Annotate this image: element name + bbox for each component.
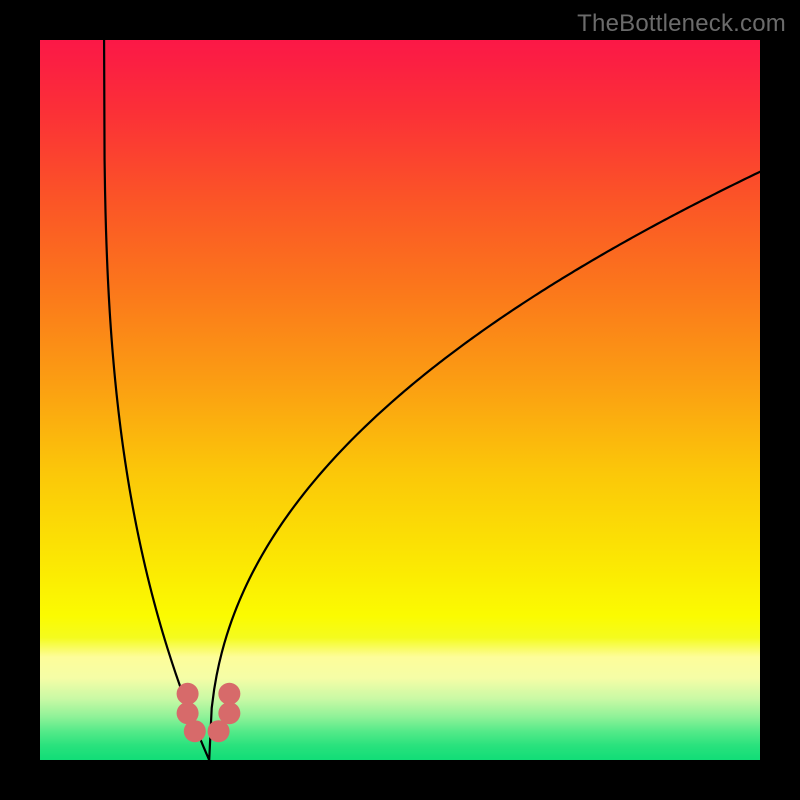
chart-root: TheBottleneck.com — [0, 0, 800, 800]
data-point — [218, 702, 240, 724]
watermark-text: TheBottleneck.com — [577, 10, 786, 38]
data-point — [177, 683, 199, 705]
data-point — [218, 683, 240, 705]
data-point — [184, 720, 206, 742]
bottleneck-chart — [0, 0, 800, 800]
chart-background — [40, 40, 760, 760]
